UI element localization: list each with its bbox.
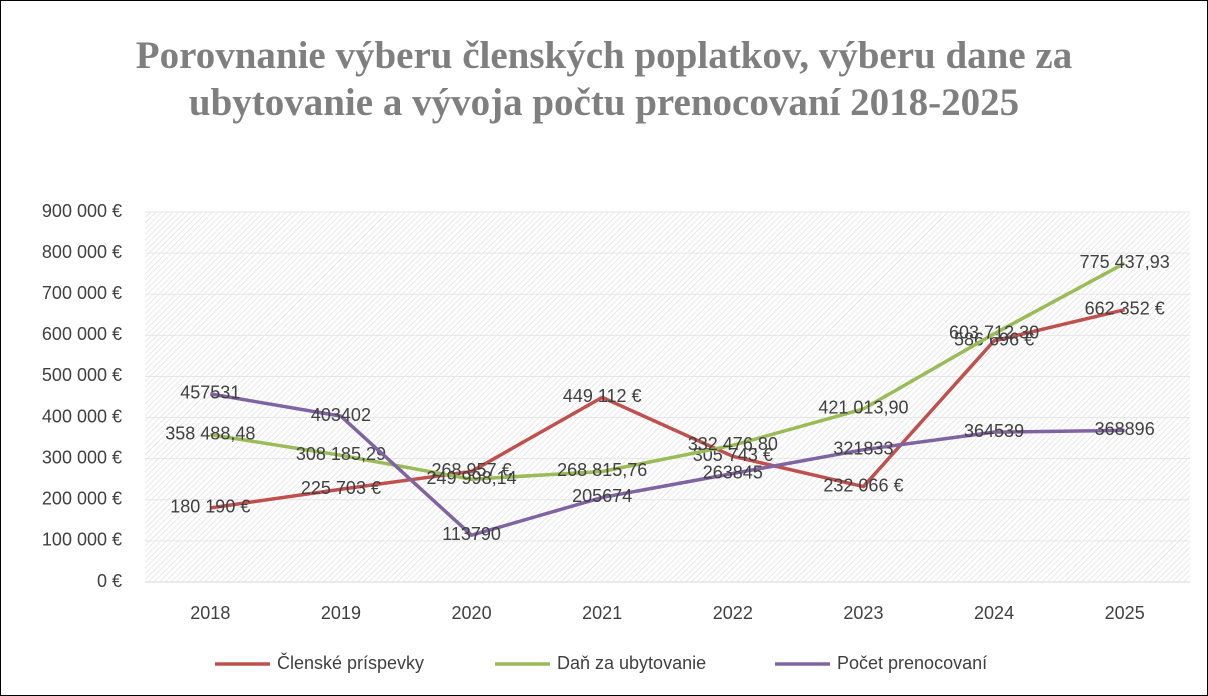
data-label: 368896 [1095,419,1155,439]
series-line [210,392,1125,537]
data-label: 180 190 € [170,497,250,517]
legend-label: Členské príspevky [277,652,424,673]
data-label: 308 185,29 [296,444,386,464]
series-line [210,261,1126,481]
x-tick-label: 2025 [1105,603,1145,623]
data-label: 232 066 € [823,475,903,495]
y-tick-label: 500 000 € [42,365,122,385]
legend-label: Daň za ubytovanie [557,653,706,673]
y-tick-label: 900 000 € [42,201,122,221]
x-tick-label: 2021 [582,603,622,623]
x-tick-label: 2023 [843,603,883,623]
data-label: 603 712,30 [949,323,1039,343]
data-label: 332 476,80 [688,434,778,454]
y-tick-label: 600 000 € [42,324,122,344]
data-label: 775 437,93 [1080,252,1170,272]
y-tick-label: 300 000 € [42,447,122,467]
plot-area [145,212,1190,582]
y-tick-label: 400 000 € [42,406,122,426]
data-label: 662 352 € [1085,298,1165,318]
data-label: 449 112 € [563,386,642,406]
y-tick-label: 700 000 € [42,283,122,303]
x-tick-label: 2019 [321,603,361,623]
x-tick-label: 2022 [713,603,753,623]
x-tick-label: 2020 [452,603,492,623]
data-label: 113790 [442,524,501,544]
y-tick-label: 0 € [97,571,122,591]
data-label: 205674 [572,486,632,506]
y-tick-label: 100 000 € [42,530,122,550]
series-line [210,307,1126,510]
x-tick-label: 2024 [974,603,1014,623]
data-label: 263845 [703,462,763,482]
data-label: 321833 [833,438,893,458]
data-label: 225 703 € [301,478,381,498]
data-label: 249 998,14 [427,468,517,488]
data-label: 364539 [964,421,1024,441]
y-tick-label: 200 000 € [42,489,122,509]
chart-title: Porovnanie výberu členských poplatkov, v… [135,34,1073,124]
x-tick-label: 2018 [190,603,230,623]
data-label: 421 013,90 [818,398,908,418]
y-tick-label: 800 000 € [42,242,122,262]
data-label: 403402 [311,405,371,425]
legend-label: Počet prenocovaní [837,653,987,673]
data-label: 457531 [180,383,240,403]
data-label: 358 488,48 [165,423,255,443]
data-label: 268 815,76 [557,460,647,480]
